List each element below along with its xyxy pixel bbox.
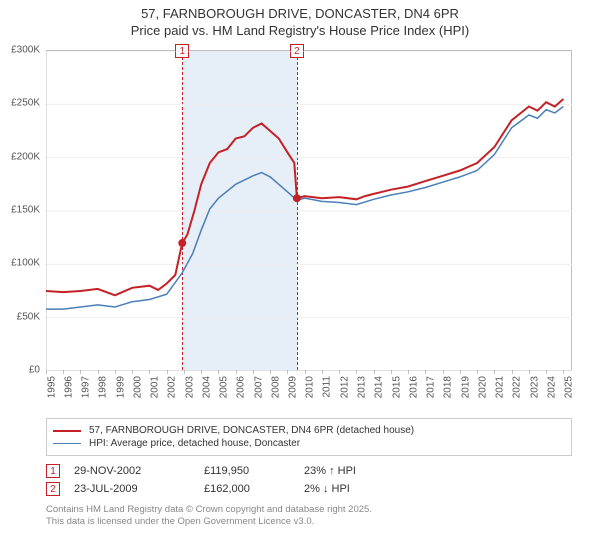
x-tick-label: 1998 [98,376,109,398]
sales-records: 1 29-NOV-2002 £119,950 23% ↑ HPI 2 23-JU… [46,464,572,496]
sale-price: £162,000 [204,483,304,495]
sale-date: 23-JUL-2009 [74,483,204,495]
x-tick-label: 2016 [408,376,419,398]
license-line: This data is licensed under the Open Gov… [46,516,572,528]
chart-container: 57, FARNBOROUGH DRIVE, DONCASTER, DN4 6P… [0,0,600,560]
sale-price: £119,950 [204,465,304,477]
sale-marker-dot [293,194,301,202]
x-tick-label: 1999 [115,376,126,398]
y-tick-label: £150K [11,205,40,216]
legend-label: HPI: Average price, detached house, Donc… [89,438,300,449]
x-tick-label: 2003 [184,376,195,398]
legend-box: 57, FARNBOROUGH DRIVE, DONCASTER, DN4 6P… [46,418,572,456]
x-tick-label: 2002 [167,376,178,398]
x-tick-label: 2007 [253,376,264,398]
y-tick-label: £50K [17,311,40,322]
license-text: Contains HM Land Registry data © Crown c… [46,504,572,529]
y-tick-label: £250K [11,98,40,109]
x-tick-label: 2000 [132,376,143,398]
grid-lines [46,51,572,318]
chart-plot-area: 12 [46,50,572,370]
x-tick-label: 2015 [391,376,402,398]
x-tick-label: 1995 [46,376,57,398]
sale-record: 1 29-NOV-2002 £119,950 23% ↑ HPI [46,464,572,478]
x-tick-label: 2004 [201,376,212,398]
x-tick-label: 2012 [339,376,350,398]
y-axis-ticks: £0£50K£100K£150K£200K£250K£300K [0,50,44,370]
x-tick-label: 2006 [236,376,247,398]
x-tick-label: 2021 [494,376,505,398]
chart-subtitle: Price paid vs. HM Land Registry's House … [0,23,600,38]
sale-marker-dot [178,239,186,247]
sale-marker-box: 1 [46,464,60,478]
x-tick-label: 2019 [460,376,471,398]
y-tick-label: £200K [11,151,40,162]
x-tick-label: 2014 [374,376,385,398]
sale-hpi-delta: 2% ↓ HPI [304,483,350,495]
chart-titles: 57, FARNBOROUGH DRIVE, DONCASTER, DN4 6P… [0,0,600,38]
legend-item: HPI: Average price, detached house, Donc… [53,438,565,449]
legend-item: 57, FARNBOROUGH DRIVE, DONCASTER, DN4 6P… [53,425,565,436]
x-tick-label: 2023 [529,376,540,398]
sale-hpi-delta: 23% ↑ HPI [304,465,356,477]
x-tick-label: 2022 [512,376,523,398]
x-tick-label: 2017 [425,376,436,398]
x-tick-label: 2011 [322,376,333,398]
sale-record: 2 23-JUL-2009 £162,000 2% ↓ HPI [46,482,572,496]
x-tick-label: 2010 [305,376,316,398]
legend-swatch-red [53,430,81,432]
chart-svg [46,51,572,371]
x-tick-label: 2009 [287,376,298,398]
series-property [46,99,563,295]
y-tick-label: £0 [29,365,40,376]
chart-title: 57, FARNBOROUGH DRIVE, DONCASTER, DN4 6P… [0,6,600,21]
x-tick-label: 2018 [443,376,454,398]
sale-date: 29-NOV-2002 [74,465,204,477]
x-tick-label: 2024 [546,376,557,398]
legend-swatch-blue [53,443,81,444]
legend-label: 57, FARNBOROUGH DRIVE, DONCASTER, DN4 6P… [89,425,414,436]
x-tick-label: 2001 [149,376,160,398]
x-tick-label: 2005 [218,376,229,398]
x-tick-label: 2008 [270,376,281,398]
chart-legend-and-meta: 57, FARNBOROUGH DRIVE, DONCASTER, DN4 6P… [46,418,572,529]
x-tick-label: 1996 [63,376,74,398]
license-line: Contains HM Land Registry data © Crown c… [46,504,572,516]
series-hpi [46,107,563,310]
x-tick-label: 2013 [356,376,367,398]
sale-marker-box: 2 [46,482,60,496]
x-tick-label: 2020 [477,376,488,398]
y-tick-label: £100K [11,258,40,269]
x-tick-label: 1997 [80,376,91,398]
x-tick-label: 2025 [563,376,574,398]
y-tick-label: £300K [11,45,40,56]
